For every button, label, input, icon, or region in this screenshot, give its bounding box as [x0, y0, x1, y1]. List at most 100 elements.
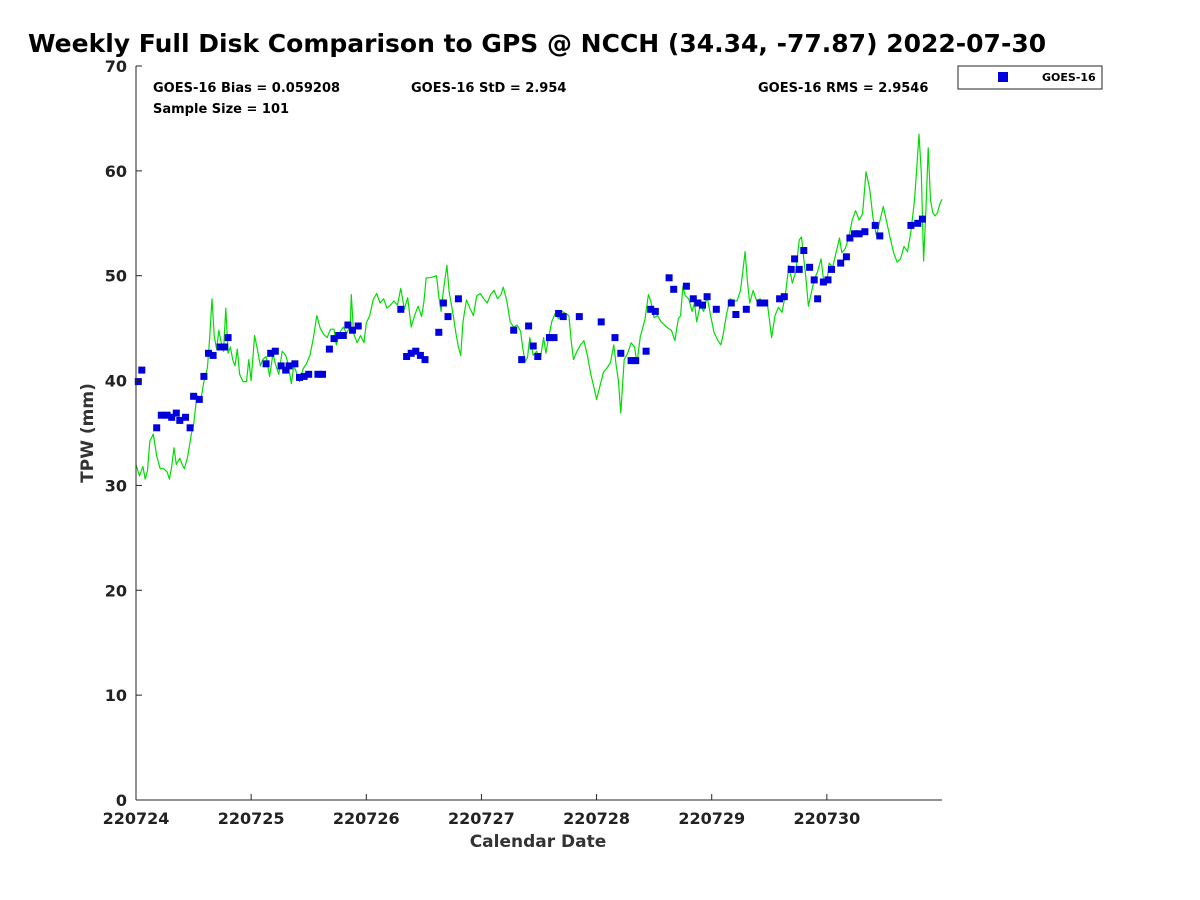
goes16-point: [296, 373, 303, 381]
legend-label: GOES-16: [1042, 71, 1096, 84]
goes16-point: [439, 299, 447, 307]
goes16-point: [837, 259, 845, 267]
goes16-point: [529, 342, 537, 350]
y-ticks: 0 10 20 30 40 50 60 70: [105, 57, 142, 810]
goes16-point: [205, 349, 212, 357]
goes16-point: [703, 293, 711, 301]
goes16-point-layer: [134, 215, 926, 432]
x-ticks: 220724 220725 220726 220727 220728 220729 2207…: [103, 794, 860, 828]
goes16-point: [846, 234, 854, 242]
goes16-point: [670, 285, 678, 293]
goes16-point: [699, 301, 706, 309]
goes16-point: [344, 321, 352, 329]
goes16-point: [172, 409, 180, 417]
stat-std: GOES-16 StD = 2.954: [411, 81, 566, 96]
goes16-point: [319, 370, 326, 378]
x-tick-label: 220729: [678, 809, 745, 828]
goes16-point: [163, 411, 171, 419]
goes16-point: [545, 334, 553, 342]
goes16-point: [776, 295, 784, 303]
goes16-point: [632, 357, 640, 365]
y-tick-label: 10: [105, 686, 127, 705]
gps-line-layer: [135, 133, 943, 480]
goes16-point: [305, 370, 313, 378]
goes16-point: [314, 370, 322, 378]
goes16-point: [611, 334, 619, 342]
goes16-point: [224, 334, 232, 342]
goes16-point: [282, 366, 290, 374]
goes16-point: [871, 221, 879, 229]
goes16-point: [200, 372, 208, 380]
goes16-point: [525, 322, 533, 330]
goes16-point: [861, 228, 869, 236]
goes16-point: [403, 353, 411, 360]
goes16-point: [510, 326, 518, 334]
goes16-point: [416, 351, 424, 359]
y-axis-label: TPW (mm): [78, 383, 98, 483]
y-tick-label: 60: [105, 162, 127, 181]
goes16-point: [221, 343, 229, 351]
goes16-point: [349, 326, 356, 334]
goes16-point: [597, 318, 605, 326]
goes16-point: [550, 334, 558, 342]
goes16-point: [534, 353, 542, 360]
goes16-point: [397, 305, 405, 313]
axes: [135, 66, 942, 801]
goes16-point: [262, 360, 270, 368]
goes16-point: [285, 362, 293, 370]
gps-tpw-line: [135, 133, 943, 480]
goes16-point: [810, 276, 818, 284]
y-tick-label: 20: [105, 581, 127, 600]
y-tick-label: 50: [105, 267, 127, 286]
goes16-point: [732, 311, 740, 318]
goes16-point: [742, 305, 750, 313]
goes16-point: [216, 343, 224, 351]
goes16-point: [651, 307, 659, 315]
goes16-point: [761, 299, 769, 307]
goes16-point: [780, 293, 788, 301]
x-tick-label: 220728: [563, 809, 630, 828]
goes16-point: [335, 332, 343, 339]
y-tick-label: 0: [116, 791, 127, 810]
goes16-point: [168, 413, 176, 421]
goes16-point: [795, 265, 803, 273]
legend: GOES-16: [957, 65, 1103, 90]
goes16-point: [814, 295, 822, 303]
y-tick-label: 40: [105, 372, 127, 391]
y-tick-label: 30: [105, 476, 127, 495]
goes16-point: [300, 372, 308, 380]
goes16-point: [157, 411, 165, 419]
x-tick-label: 220724: [103, 809, 170, 828]
goes16-point: [176, 416, 184, 424]
goes16-point: [354, 322, 362, 330]
goes16-point: [851, 230, 858, 238]
goes16-point: [555, 310, 563, 317]
legend-marker: [998, 72, 1008, 82]
goes16-point: [665, 274, 673, 282]
goes16-point: [682, 282, 690, 290]
x-tick-label: 220726: [333, 809, 400, 828]
goes16-point: [806, 263, 814, 271]
goes16-point: [407, 349, 415, 357]
y-tick-label: 70: [105, 57, 127, 76]
goes16-point: [647, 305, 655, 313]
goes16-point: [444, 313, 452, 321]
goes16-point: [689, 295, 697, 303]
goes16-point: [828, 265, 835, 273]
goes16-point: [876, 232, 884, 240]
goes16-point: [190, 392, 198, 400]
goes16-point: [134, 378, 142, 386]
goes16-point: [791, 255, 799, 263]
goes16-point: [138, 366, 146, 374]
goes16-point: [824, 276, 832, 284]
goes16-point: [642, 347, 650, 355]
goes16-point: [855, 230, 863, 238]
chart-title: Weekly Full Disk Comparison to GPS @ NCC…: [28, 29, 1047, 58]
goes16-point: [914, 219, 922, 227]
goes16-point: [694, 299, 702, 307]
goes16-point: [617, 349, 625, 357]
goes16-point: [907, 221, 915, 229]
x-tick-label: 220725: [218, 809, 285, 828]
goes16-point: [727, 299, 735, 307]
